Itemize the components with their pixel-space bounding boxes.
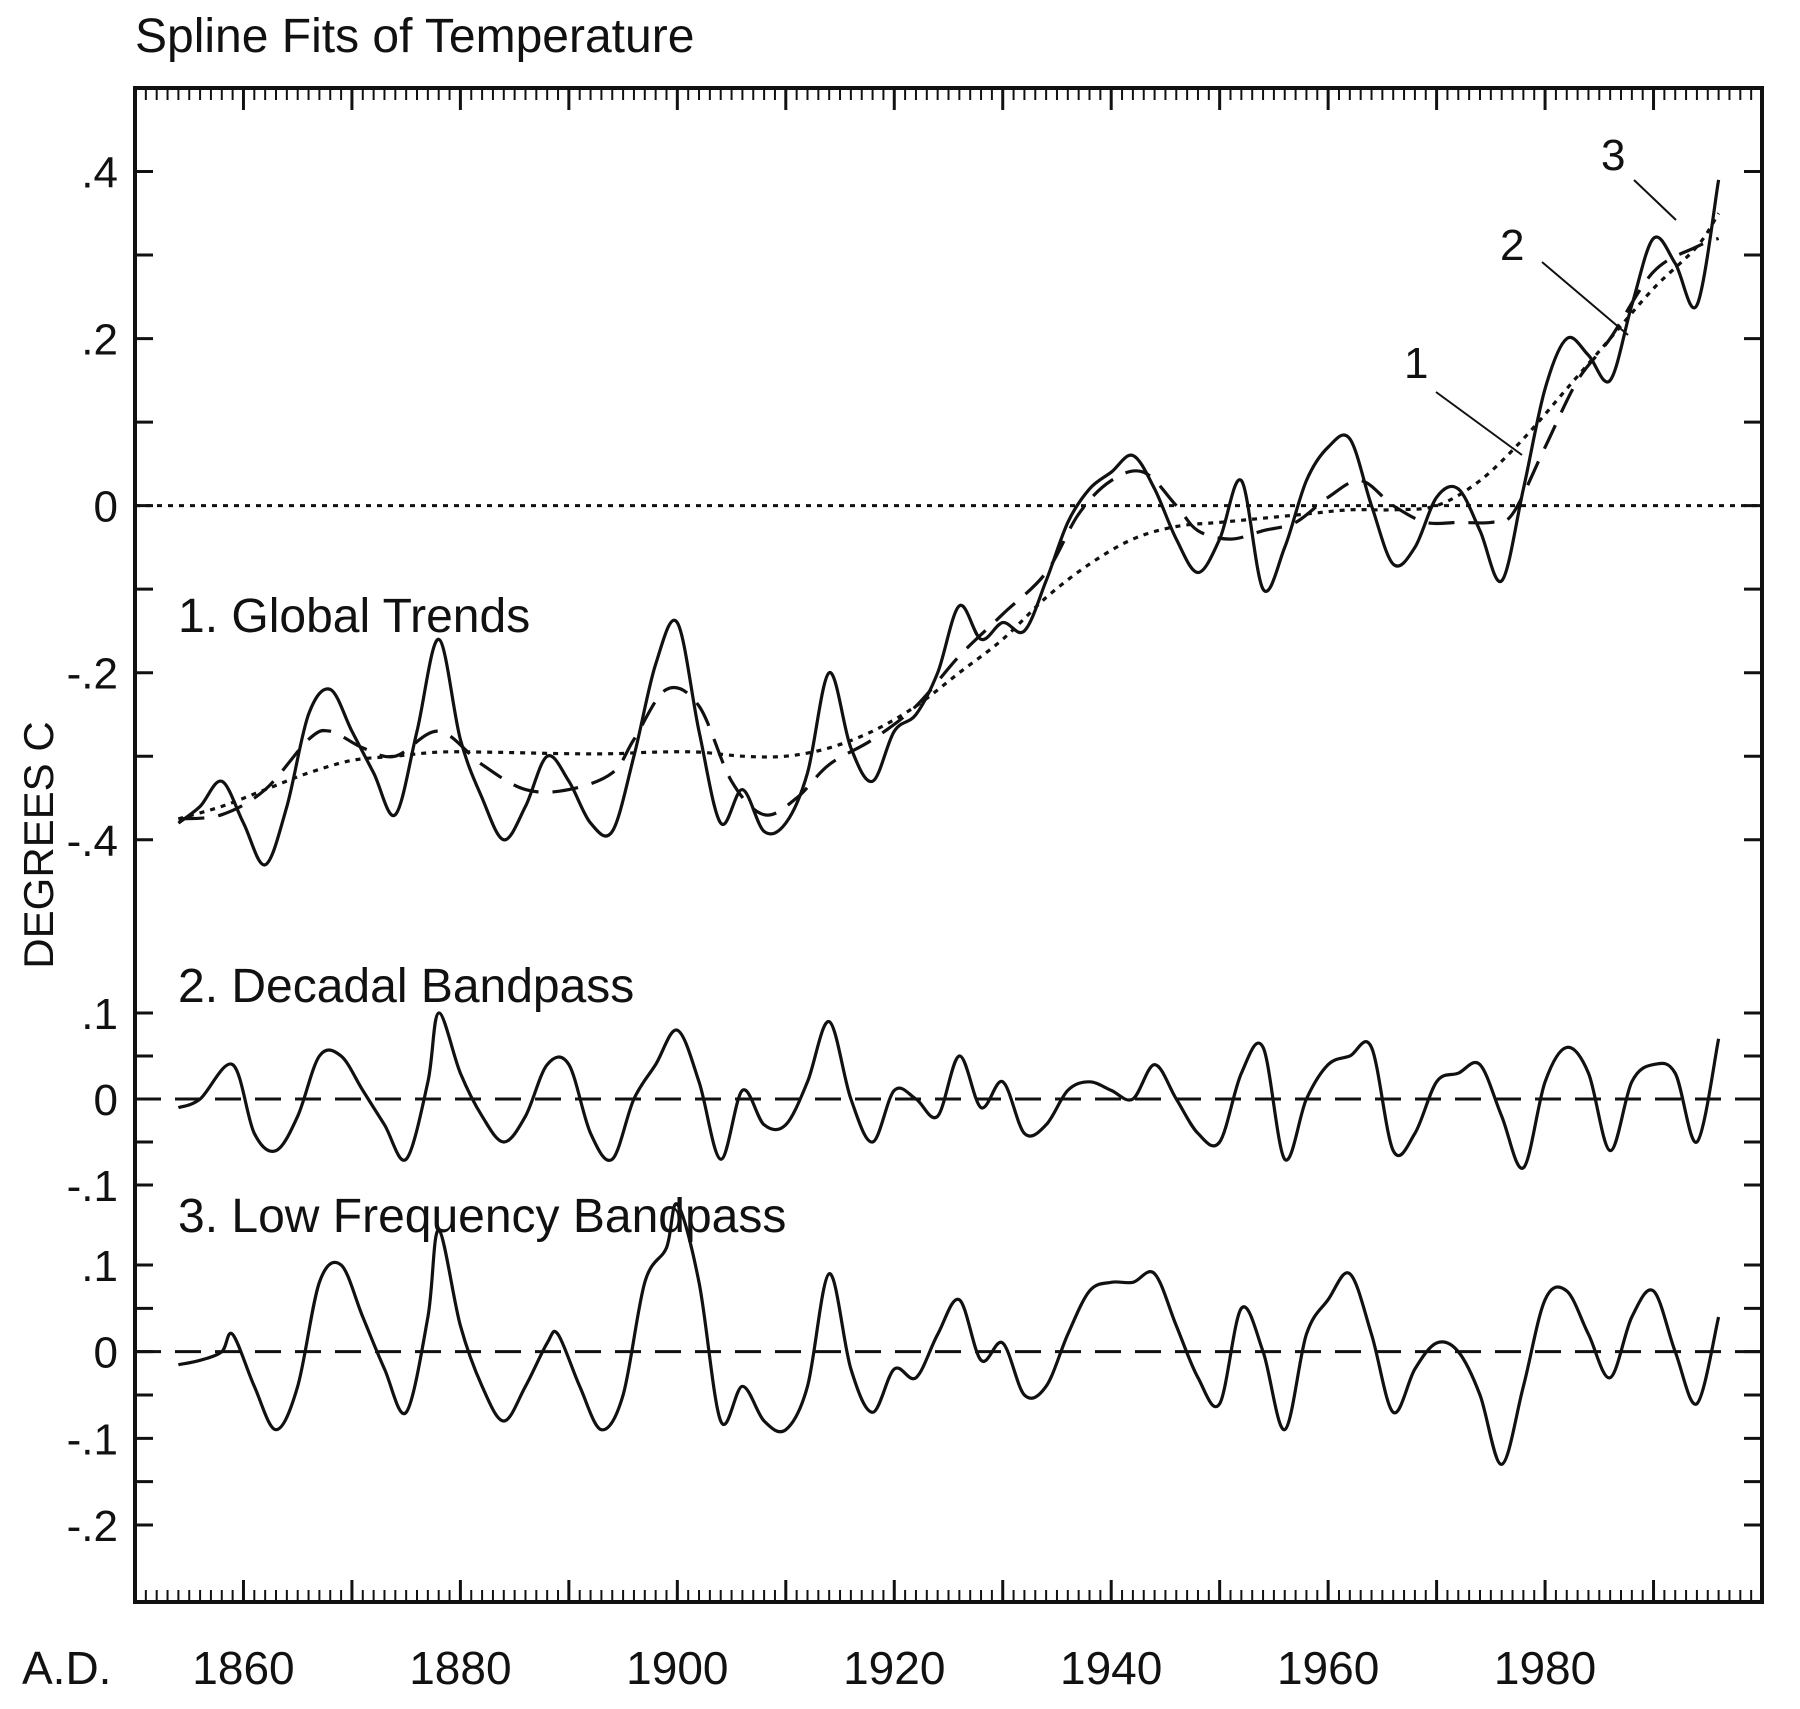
plot-frame xyxy=(133,86,1764,1604)
series-line-decadal xyxy=(177,1011,1721,1170)
series-line-1 xyxy=(177,212,1720,821)
curve-label: 2 xyxy=(1500,221,1524,270)
series-line-low-frequency xyxy=(178,1202,1721,1466)
x-tick-label: 1960 xyxy=(1277,1642,1379,1694)
y-axis-label: DEGREES C xyxy=(15,721,62,968)
curve-label-leader xyxy=(1435,391,1523,456)
curve-label: 3 xyxy=(1601,131,1625,180)
y-tick-label: .2 xyxy=(81,316,118,365)
panel-label: 2. Decadal Bandpass xyxy=(178,960,634,1013)
panel-label: 1. Global Trends xyxy=(178,590,530,643)
y-tick-label: .4 xyxy=(81,149,118,198)
x-tick-label: 1880 xyxy=(409,1642,511,1694)
panel-decadal-bandpass: .1 0 -.1 2. Decadal Bandpass xyxy=(67,960,1762,1211)
curve-label-leader xyxy=(1541,261,1629,336)
series-line-3 xyxy=(177,179,1721,867)
y-tick-label: 0 xyxy=(94,1329,118,1378)
panel-label: 3. Low Frequency Bandpass xyxy=(178,1190,786,1243)
panel-low-frequency-bandpass: .1 0 -.1 -.2 3. Low Frequency Bandpass xyxy=(67,1190,1762,1551)
chart-title: Spline Fits of Temperature xyxy=(135,10,694,63)
x-tick-label: 1900 xyxy=(626,1642,728,1694)
y-tick-label: -.4 xyxy=(67,817,118,866)
curve-label: 1 xyxy=(1404,339,1428,388)
y-tick-label: -.1 xyxy=(67,1162,118,1211)
y-tick-label: 0 xyxy=(94,483,118,532)
plot-layer: 1860 1880 1900 1920 1940 1960 1980 .4 .2 0 -.2 -.4 1… xyxy=(67,86,1764,1694)
y-tick-label: .1 xyxy=(81,1242,118,1291)
x-axis-prefix: A.D. xyxy=(22,1642,111,1694)
series-line-2 xyxy=(178,236,1720,821)
panel-global-trends: .4 .2 0 -.2 -.4 1. Global Trends 1 2 3 xyxy=(67,131,1762,867)
x-tick-label: 1940 xyxy=(1060,1642,1162,1694)
y-tick-label: .1 xyxy=(81,990,118,1039)
x-tick-label: 1920 xyxy=(843,1642,945,1694)
y-tick-label: 0 xyxy=(94,1076,118,1125)
y-tick-label: -.2 xyxy=(67,1502,118,1551)
x-tick-label: 1980 xyxy=(1494,1642,1596,1694)
y-tick-label: -.2 xyxy=(67,650,118,699)
y-tick-label: -.1 xyxy=(67,1415,118,1464)
curve-label-leader xyxy=(1633,179,1677,221)
x-tick-label: 1860 xyxy=(192,1642,294,1694)
